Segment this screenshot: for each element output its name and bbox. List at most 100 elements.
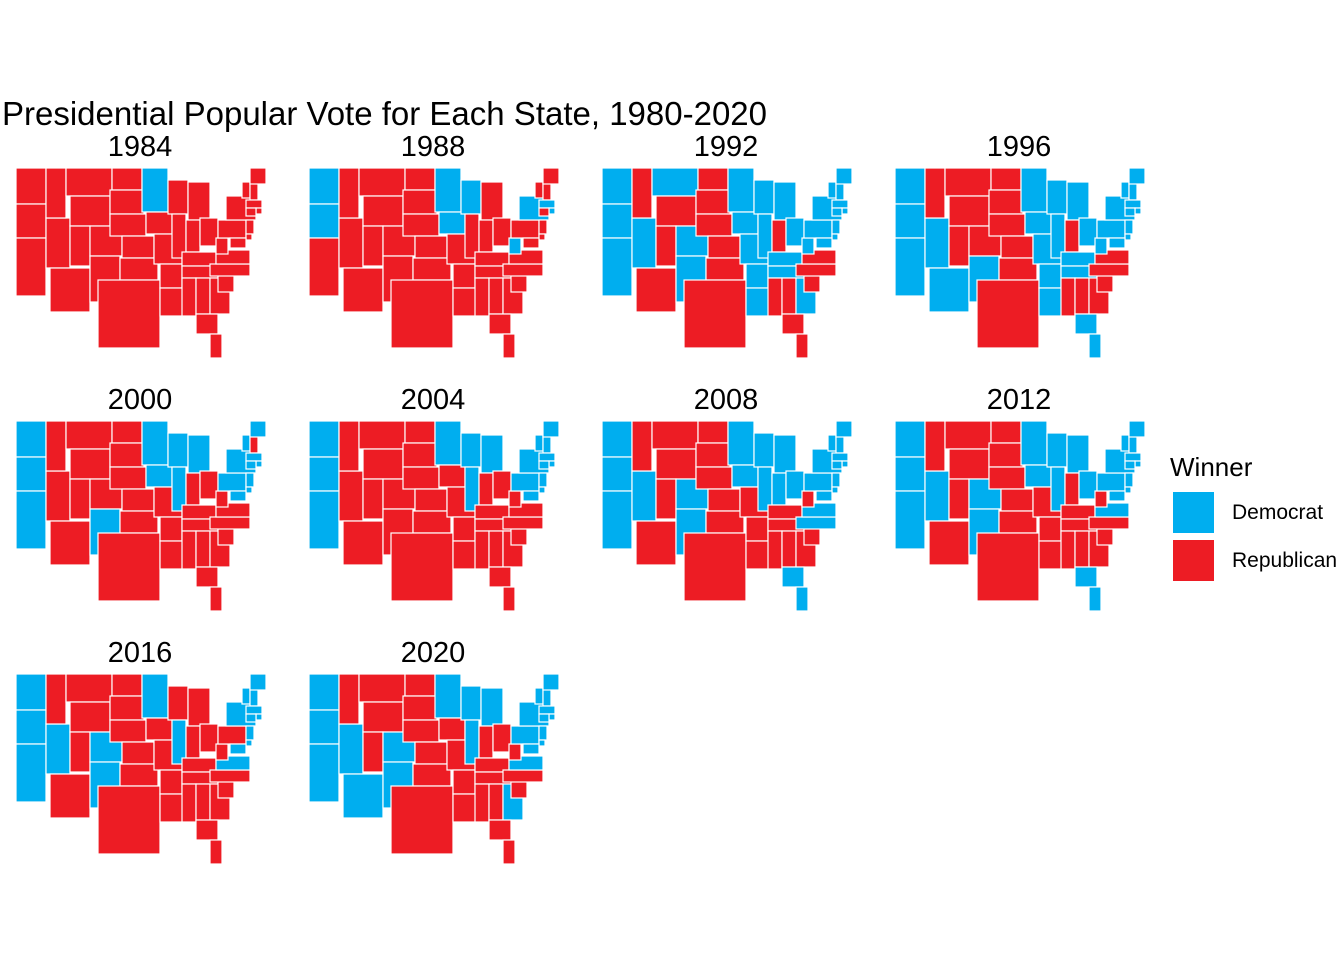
state-fl-1984 [209, 333, 223, 359]
state-wv-1996 [1094, 237, 1108, 255]
state-ar-2008 [745, 516, 769, 542]
state-ok-2004 [412, 510, 452, 534]
state-mt-2012 [944, 420, 992, 450]
state-md-2012 [1108, 490, 1126, 502]
state-al-2020 [488, 783, 504, 821]
us-map-2016 [15, 673, 267, 865]
state-ri-2008 [841, 460, 849, 468]
state-sd-2016 [109, 695, 145, 721]
state-pa-2004 [510, 472, 540, 492]
state-oh-2004 [492, 470, 512, 500]
state-ar-2004 [452, 516, 476, 542]
state-vt-2008 [827, 434, 837, 452]
state-id-2004 [338, 420, 360, 472]
state-nd-2004 [404, 420, 436, 444]
state-wa-2016 [15, 673, 47, 711]
state-la-2008 [745, 540, 771, 570]
state-id-2000 [45, 420, 67, 472]
us-map-2000 [15, 420, 267, 612]
state-wy-1984 [69, 195, 111, 227]
state-pa-1996 [1096, 219, 1126, 239]
state-or-1984 [15, 203, 47, 239]
state-mn-1992 [727, 167, 755, 213]
panel-title-1992: 1992 [693, 131, 759, 163]
state-mn-2012 [1020, 420, 1048, 466]
state-sc-2000 [217, 526, 235, 546]
state-mn-1984 [141, 167, 169, 213]
state-me-2016 [249, 673, 267, 691]
state-md-1984 [229, 237, 247, 249]
state-nv-2008 [631, 470, 657, 522]
state-ks-1996 [1000, 235, 1034, 259]
state-il-1984 [171, 213, 187, 259]
state-az-2012 [928, 520, 970, 566]
state-wa-2020 [308, 673, 340, 711]
state-sc-1992 [803, 273, 821, 293]
us-map-2020 [308, 673, 560, 865]
state-il-2008 [757, 466, 773, 512]
state-ok-2016 [119, 763, 159, 787]
state-wa-2004 [308, 420, 340, 458]
state-sd-2004 [402, 442, 438, 468]
state-fl-2016 [209, 839, 223, 865]
state-sc-2012 [1096, 526, 1114, 546]
state-ma-1988 [538, 199, 556, 209]
state-ut-2004 [362, 478, 384, 520]
map-panel-2004: 2004 [303, 383, 563, 628]
state-il-1996 [1050, 213, 1066, 259]
state-ia-1996 [1024, 211, 1052, 235]
state-wi-2008 [753, 432, 775, 468]
state-nv-2012 [924, 470, 950, 522]
state-nh-1992 [835, 181, 845, 201]
state-mt-1984 [65, 167, 113, 197]
state-ar-2016 [159, 769, 183, 795]
state-sc-2016 [217, 779, 235, 799]
state-ia-2000 [145, 464, 173, 488]
state-in-1996 [1064, 219, 1080, 253]
state-wi-2000 [167, 432, 189, 468]
state-sd-1992 [695, 189, 731, 215]
state-in-2012 [1064, 472, 1080, 506]
state-ca-2012 [894, 490, 926, 550]
state-ma-1992 [831, 199, 849, 209]
state-ct-1984 [245, 207, 257, 217]
state-nv-1984 [45, 217, 71, 269]
state-ma-1984 [245, 199, 263, 209]
state-id-1988 [338, 167, 360, 219]
state-ma-2000 [245, 452, 263, 462]
state-ut-2020 [362, 731, 384, 773]
state-wv-2020 [508, 743, 522, 761]
state-la-2012 [1038, 540, 1064, 570]
state-ne-2016 [109, 719, 147, 743]
state-id-2020 [338, 673, 360, 725]
state-or-2020 [308, 709, 340, 745]
state-nh-1996 [1128, 181, 1138, 201]
state-ri-1996 [1134, 207, 1142, 215]
state-ok-2000 [119, 510, 159, 534]
state-ia-2020 [438, 717, 466, 741]
state-nv-1992 [631, 217, 657, 269]
state-md-1996 [1108, 237, 1126, 249]
state-de-1988 [538, 233, 546, 241]
state-de-2004 [538, 486, 546, 494]
state-ct-1992 [831, 207, 843, 217]
legend: Winner Democrat Republican [1170, 450, 1344, 588]
state-ok-1996 [998, 257, 1038, 281]
state-ne-2004 [402, 466, 440, 490]
state-wv-2004 [508, 490, 522, 508]
state-ct-1996 [1124, 207, 1136, 217]
us-map-2008 [601, 420, 853, 612]
state-nh-1984 [249, 181, 259, 201]
state-mt-1992 [651, 167, 699, 197]
state-oh-1984 [199, 217, 219, 247]
state-me-1996 [1128, 167, 1146, 185]
state-nc-1996 [1088, 263, 1130, 277]
state-ia-1992 [731, 211, 759, 235]
state-ri-2012 [1134, 460, 1142, 468]
state-ar-2012 [1038, 516, 1062, 542]
state-vt-2012 [1120, 434, 1130, 452]
state-mi-2004 [480, 434, 504, 474]
state-wi-1984 [167, 179, 189, 215]
state-id-2008 [631, 420, 653, 472]
state-id-1996 [924, 167, 946, 219]
